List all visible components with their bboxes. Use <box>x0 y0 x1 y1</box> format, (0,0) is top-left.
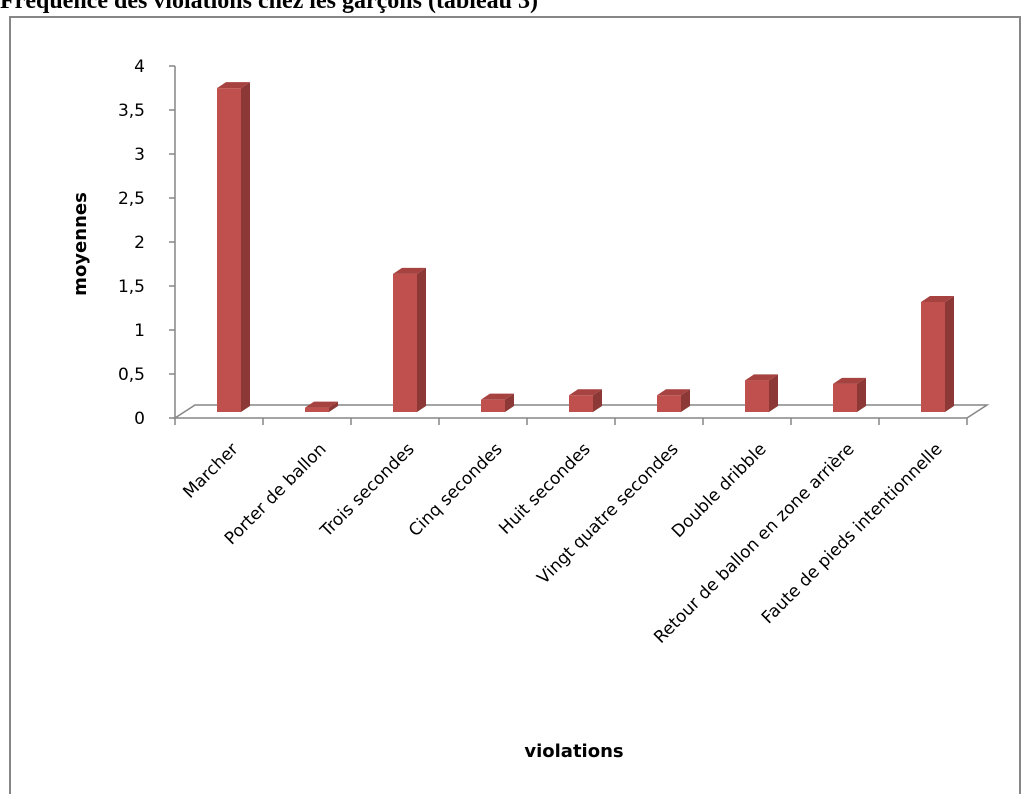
bar-top <box>217 82 250 89</box>
bar-top <box>833 377 866 384</box>
bar-front <box>393 273 417 412</box>
bar <box>305 401 338 412</box>
y-tick-label: 0,5 <box>118 365 145 385</box>
bar-top <box>569 389 602 396</box>
bar-side <box>857 377 866 412</box>
x-tick-label: Double dribble <box>668 439 770 541</box>
bar <box>657 389 690 412</box>
bar-side <box>417 267 426 412</box>
bar <box>569 389 602 412</box>
x-tick-label: Trois secondes <box>316 439 419 542</box>
y-tick-label: 1,5 <box>118 277 145 297</box>
y-tick-label: 2 <box>134 233 145 253</box>
page-title: Fréquence des violations chez les garçon… <box>0 0 538 14</box>
y-tick-label: 1 <box>134 321 145 341</box>
bar-front <box>569 395 593 412</box>
y-tick-label: 3 <box>134 145 145 165</box>
bar-side <box>329 401 338 412</box>
bar <box>481 393 514 412</box>
bar-side <box>945 296 954 412</box>
bar-top <box>657 389 690 396</box>
bar <box>921 296 954 412</box>
x-axis-title: violations <box>524 741 623 762</box>
y-tick-label: 3,5 <box>118 101 145 121</box>
y-tick-label: 2,5 <box>118 189 145 209</box>
bar-front <box>745 380 769 412</box>
bar-top <box>481 393 514 400</box>
y-tick-label: 4 <box>134 57 145 77</box>
bar-side <box>681 389 690 412</box>
x-tick-label: Cinq secondes <box>405 439 507 541</box>
bar-top <box>393 267 426 274</box>
bar-front <box>657 395 681 412</box>
bar-top <box>305 401 338 408</box>
bar-front <box>921 302 945 412</box>
bar-side <box>769 374 778 412</box>
bars <box>217 82 954 412</box>
y-tick-label: 0 <box>134 409 145 429</box>
bar-side <box>505 393 514 412</box>
bar-front <box>481 399 505 412</box>
y-axis-title: moyennes <box>70 192 91 296</box>
bar-top <box>921 296 954 302</box>
bar-front <box>217 88 241 412</box>
bar <box>833 377 866 412</box>
x-tick-label: Vingt quatre secondes <box>534 439 683 588</box>
axes <box>169 65 990 425</box>
x-tick-label: Huit secondes <box>495 439 594 538</box>
bar-top <box>745 374 778 381</box>
bar <box>745 374 778 412</box>
bar-side <box>593 389 602 412</box>
bar-front <box>833 383 857 412</box>
bar-side <box>241 82 250 412</box>
x-tick-label: Faute de pieds intentionnelle <box>758 439 947 628</box>
bar <box>217 82 250 412</box>
x-tick-label: Marcher <box>179 439 242 502</box>
bar <box>393 267 426 412</box>
bar-front <box>305 407 329 412</box>
